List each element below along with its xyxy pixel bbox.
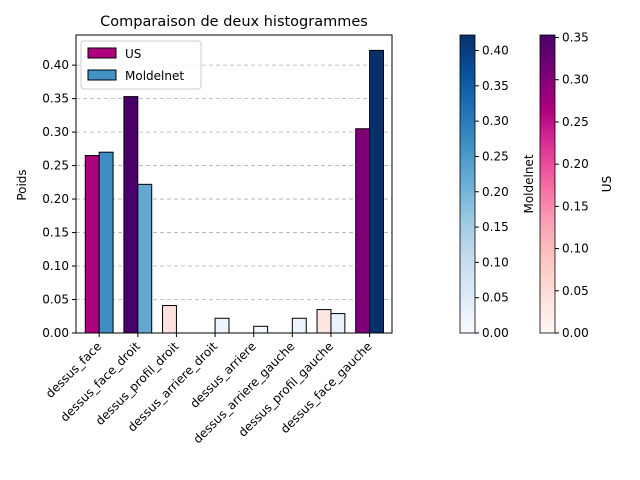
colorbar-tick-label: 0.10 xyxy=(482,255,509,269)
y-tick-label: 0.10 xyxy=(42,259,69,273)
plot-frame xyxy=(75,34,393,334)
bar-moldelnet-dessus-profil-gauche xyxy=(330,313,346,334)
colorbar-tick-label: 0.05 xyxy=(562,284,589,298)
legend: US Moldelnet xyxy=(80,40,202,90)
bar-us-dessus-face-gauche xyxy=(355,128,371,334)
colorbar-tick-label: 0.00 xyxy=(562,326,589,340)
bar-moldelnet-dessus-face xyxy=(98,151,114,334)
y-tick-label: 0.15 xyxy=(42,226,69,240)
colorbar-tick-label: 0.35 xyxy=(562,31,589,45)
bar-moldelnet-dessus-arriere xyxy=(253,325,269,334)
colorbar-tick-label: 0.30 xyxy=(562,73,589,87)
y-axis-ticks: 0.00 0.05 0.10 0.15 0.20 0.25 0.30 0.35 0.40 xyxy=(42,58,76,340)
y-tick-label: 0.20 xyxy=(42,192,69,206)
colorbar-tick-label: 0.15 xyxy=(482,220,509,234)
colorbar-moldelnet-gradient xyxy=(459,34,476,334)
colorbar-tick-label: 0.25 xyxy=(562,115,589,129)
colorbar-moldelnet: 0.00 0.05 0.10 0.15 0.20 0.25 0.30 0.35 0.40 Mol… xyxy=(459,34,536,340)
y-tick-label: 0.35 xyxy=(42,92,69,106)
bar-moldelnet-dessus-arriere-gauche xyxy=(291,317,307,334)
y-tick-label: 0.40 xyxy=(42,58,69,72)
colorbar-tick-label: 0.05 xyxy=(482,291,509,305)
colorbar-moldelnet-label: Moldelnet xyxy=(522,154,536,213)
legend-label-us: US xyxy=(125,47,141,61)
bar-moldelnet-dessus-face-droit xyxy=(137,183,153,334)
colorbar-tick-label: 0.30 xyxy=(482,114,509,128)
x-tick-label-dessus-arriere: dessus_arriere xyxy=(187,339,259,411)
colorbar-us: 0.00 0.05 0.10 0.15 0.20 0.25 0.30 0.35 US xyxy=(539,31,614,340)
y-tick-label: 0.25 xyxy=(42,159,69,173)
chart-title: Comparaison de deux histogrammes xyxy=(100,14,368,30)
bars xyxy=(84,49,385,334)
colorbar-tick-label: 0.40 xyxy=(482,44,509,58)
colorbar-tick-label: 0.35 xyxy=(482,79,509,93)
colorbar-tick-label: 0.25 xyxy=(482,149,509,163)
colorbar-tick-label: 0.15 xyxy=(562,199,589,213)
colorbar-us-gradient xyxy=(539,34,556,334)
colorbar-moldelnet-ticks: 0.00 0.05 0.10 0.15 0.20 0.25 0.30 0.35 0.40 xyxy=(475,44,509,340)
bar-us-dessus-profil-gauche xyxy=(316,309,332,334)
bar-moldelnet-dessus-face-gauche xyxy=(369,49,385,334)
colorbar-tick-label: 0.10 xyxy=(562,242,589,256)
legend-label-moldelnet: Moldelnet xyxy=(125,69,184,83)
bar-us-dessus-face-droit xyxy=(123,96,139,334)
bar-moldelnet-dessus-arriere-droit xyxy=(214,317,230,334)
legend-swatch-us xyxy=(87,47,117,59)
bar-us-dessus-profil-droit xyxy=(162,305,177,334)
y-tick-label: 0.05 xyxy=(42,293,69,307)
colorbar-us-ticks: 0.00 0.05 0.10 0.15 0.20 0.25 0.30 0.35 xyxy=(555,31,589,340)
y-tick-label: 0.30 xyxy=(42,125,69,139)
colorbar-tick-label: 0.20 xyxy=(562,157,589,171)
y-tick-label: 0.00 xyxy=(42,326,69,340)
grid-lines xyxy=(76,64,392,300)
bar-us-dessus-face xyxy=(84,155,100,334)
legend-swatch-moldelnet xyxy=(87,69,117,81)
colorbar-tick-label: 0.20 xyxy=(482,185,509,199)
x-axis-ticks: dessus_facedessus_face_droitdessus_profi… xyxy=(43,333,375,446)
y-axis-label: Poids xyxy=(15,169,29,200)
colorbar-tick-label: 0.00 xyxy=(482,326,509,340)
colorbar-us-label: US xyxy=(600,176,614,192)
